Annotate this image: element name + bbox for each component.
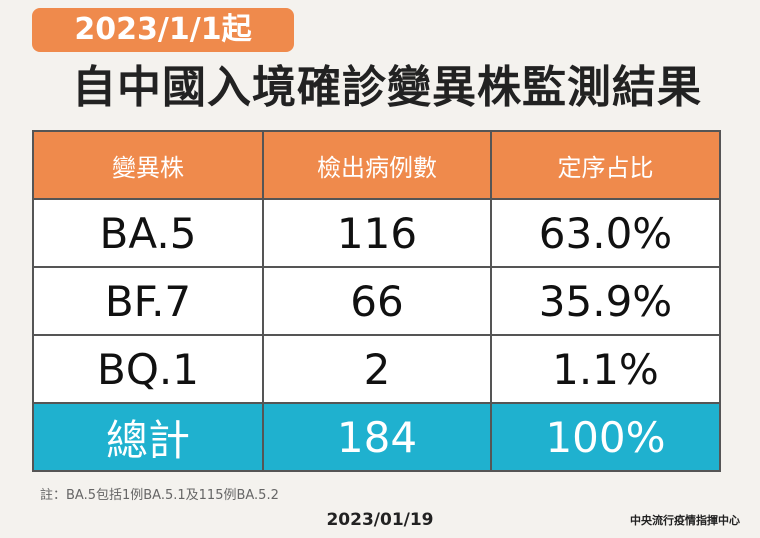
variant-table: 變異株 檢出病例數 定序占比 BA.5 116 63.0% BF.7 66 35… bbox=[32, 130, 721, 472]
cell: 63.0% bbox=[490, 198, 721, 268]
cell: 116 bbox=[262, 198, 492, 268]
cell: 1.1% bbox=[490, 334, 721, 404]
cell: 184 bbox=[262, 402, 492, 472]
cell: 35.9% bbox=[490, 266, 721, 336]
row: BA.5 116 63.0% bbox=[32, 198, 721, 268]
cell: BQ.1 bbox=[32, 334, 264, 404]
cell: 總計 bbox=[32, 402, 264, 472]
date: 2023/01/19 bbox=[326, 510, 434, 530]
cell: 2 bbox=[262, 334, 492, 404]
date-badge: 2023/1/1起 bbox=[32, 8, 294, 52]
cell: BF.7 bbox=[32, 266, 264, 336]
note: 註：BA.5包括1例BA.5.1及115例BA.5.2 bbox=[40, 488, 279, 503]
title: 自中國入境確診變異株監測結果 bbox=[72, 62, 702, 113]
cell: 66 bbox=[262, 266, 492, 336]
source: 中央流行疫情指揮中心 bbox=[630, 514, 740, 527]
row: BF.7 66 35.9% bbox=[32, 266, 721, 336]
column-header: 變異株 bbox=[32, 130, 264, 200]
cell: BA.5 bbox=[32, 198, 264, 268]
column-header: 檢出病例數 bbox=[262, 130, 492, 200]
row: BQ.1 2 1.1% bbox=[32, 334, 721, 404]
cell: 100% bbox=[490, 402, 721, 472]
column-header: 定序占比 bbox=[490, 130, 721, 200]
total-row: 總計 184 100% bbox=[32, 402, 721, 472]
header-row: 變異株 檢出病例數 定序占比 bbox=[32, 130, 721, 200]
